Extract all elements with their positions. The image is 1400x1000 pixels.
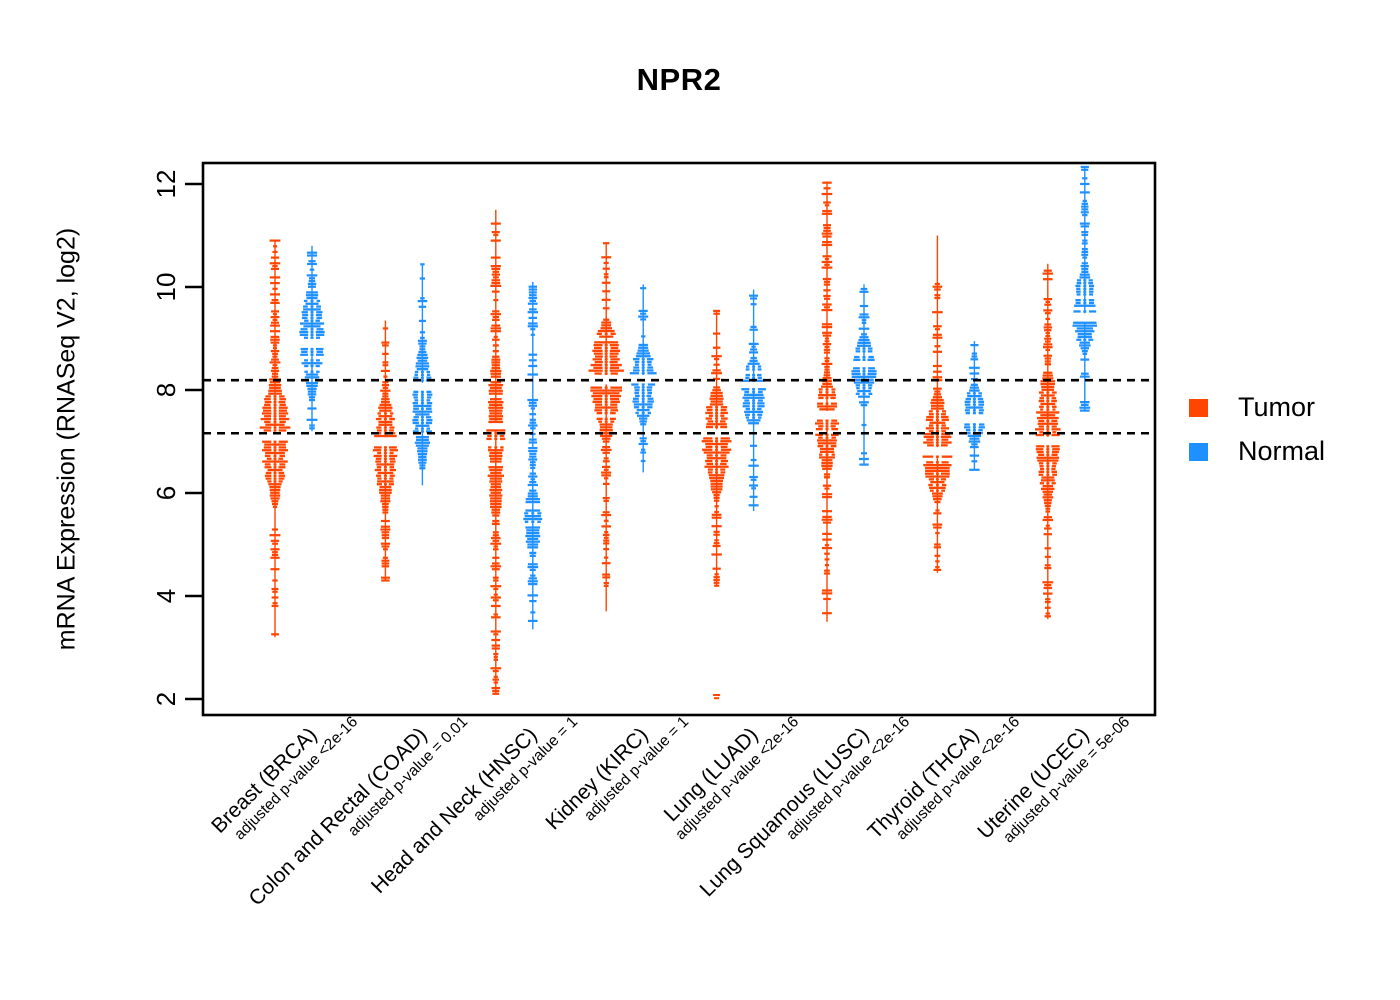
violin-normal-5 [851,284,877,466]
violin-normal-2 [523,281,543,630]
violin-normal-0 [299,245,325,432]
y-tick-label: 4 [151,589,181,603]
violin-tumor-4 [701,309,732,700]
violin-normal-3 [629,284,657,473]
violin-tumor-3 [588,242,624,612]
normal-swatch-icon [1189,442,1208,461]
legend: Tumor Normal [1189,392,1325,480]
legend-label-tumor: Tumor [1238,392,1316,422]
violin-tumor-5 [815,181,839,622]
plot-border [201,161,1157,717]
y-tick-label: 12 [151,170,181,199]
legend-row-tumor: Tumor [1189,392,1325,423]
y-tick-label: 2 [151,692,181,706]
chart-title: NPR2 [636,62,722,97]
violin-tumor-0 [259,239,291,638]
violin-normal-7 [1072,165,1097,412]
y-tick-label: 6 [151,486,181,500]
y-axis-ticks: 2 4 6 8 10 12 [151,170,203,706]
y-tick-label: 10 [151,273,181,302]
violin-normal-6 [964,341,985,471]
violin-tumor-1 [372,320,398,582]
violin-normal-1 [412,263,433,486]
legend-row-normal: Normal [1189,436,1325,467]
violin-tumor-2 [486,209,506,695]
violin-normal-4 [741,289,766,511]
y-tick-label: 8 [151,383,181,397]
violin-tumor-6 [922,235,953,573]
tumor-swatch-icon [1189,398,1208,417]
violin-tumor-7 [1035,263,1061,620]
legend-label-normal: Normal [1238,436,1326,466]
